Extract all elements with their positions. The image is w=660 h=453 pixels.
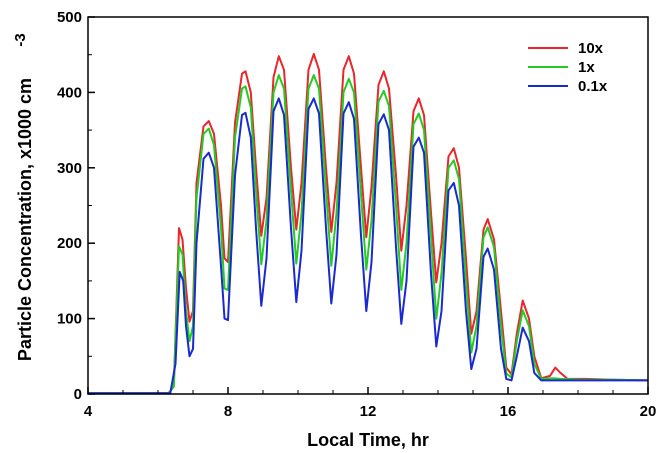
legend-label: 10x [578, 40, 604, 57]
legend-label: 1x [578, 59, 595, 76]
y-axis-label-superscript: -3 [12, 33, 29, 46]
x-tick-label: 12 [360, 403, 377, 420]
plot-frame [87, 16, 649, 395]
series-line-1x [88, 74, 649, 395]
y-tick-label: 100 [57, 311, 82, 328]
x-tick-label: 16 [500, 403, 517, 420]
y-axis-label: Particle Concentration, x1000 cm [15, 78, 35, 361]
y-tick-label: 400 [57, 84, 82, 101]
series-layer [88, 52, 649, 395]
series-line-0-1x [88, 97, 648, 395]
y-tick-label: 500 [57, 9, 82, 26]
x-axis-label: Local Time, hr [307, 430, 429, 450]
y-tick-label: 200 [57, 235, 82, 252]
y-axis-ticks: 0 100 200 300 400 500 [57, 9, 95, 403]
series-line-10x [88, 52, 649, 395]
y-tick-label: 300 [57, 160, 82, 177]
legend-label: 0.1x [578, 78, 608, 95]
legend: 10x 1x 0.1x [528, 40, 608, 95]
x-axis-ticks: 4 8 12 16 20 [84, 387, 657, 420]
y-tick-label: 0 [74, 386, 82, 403]
x-tick-label: 4 [84, 403, 93, 420]
x-tick-label: 20 [640, 403, 657, 420]
x-tick-label: 8 [224, 403, 232, 420]
